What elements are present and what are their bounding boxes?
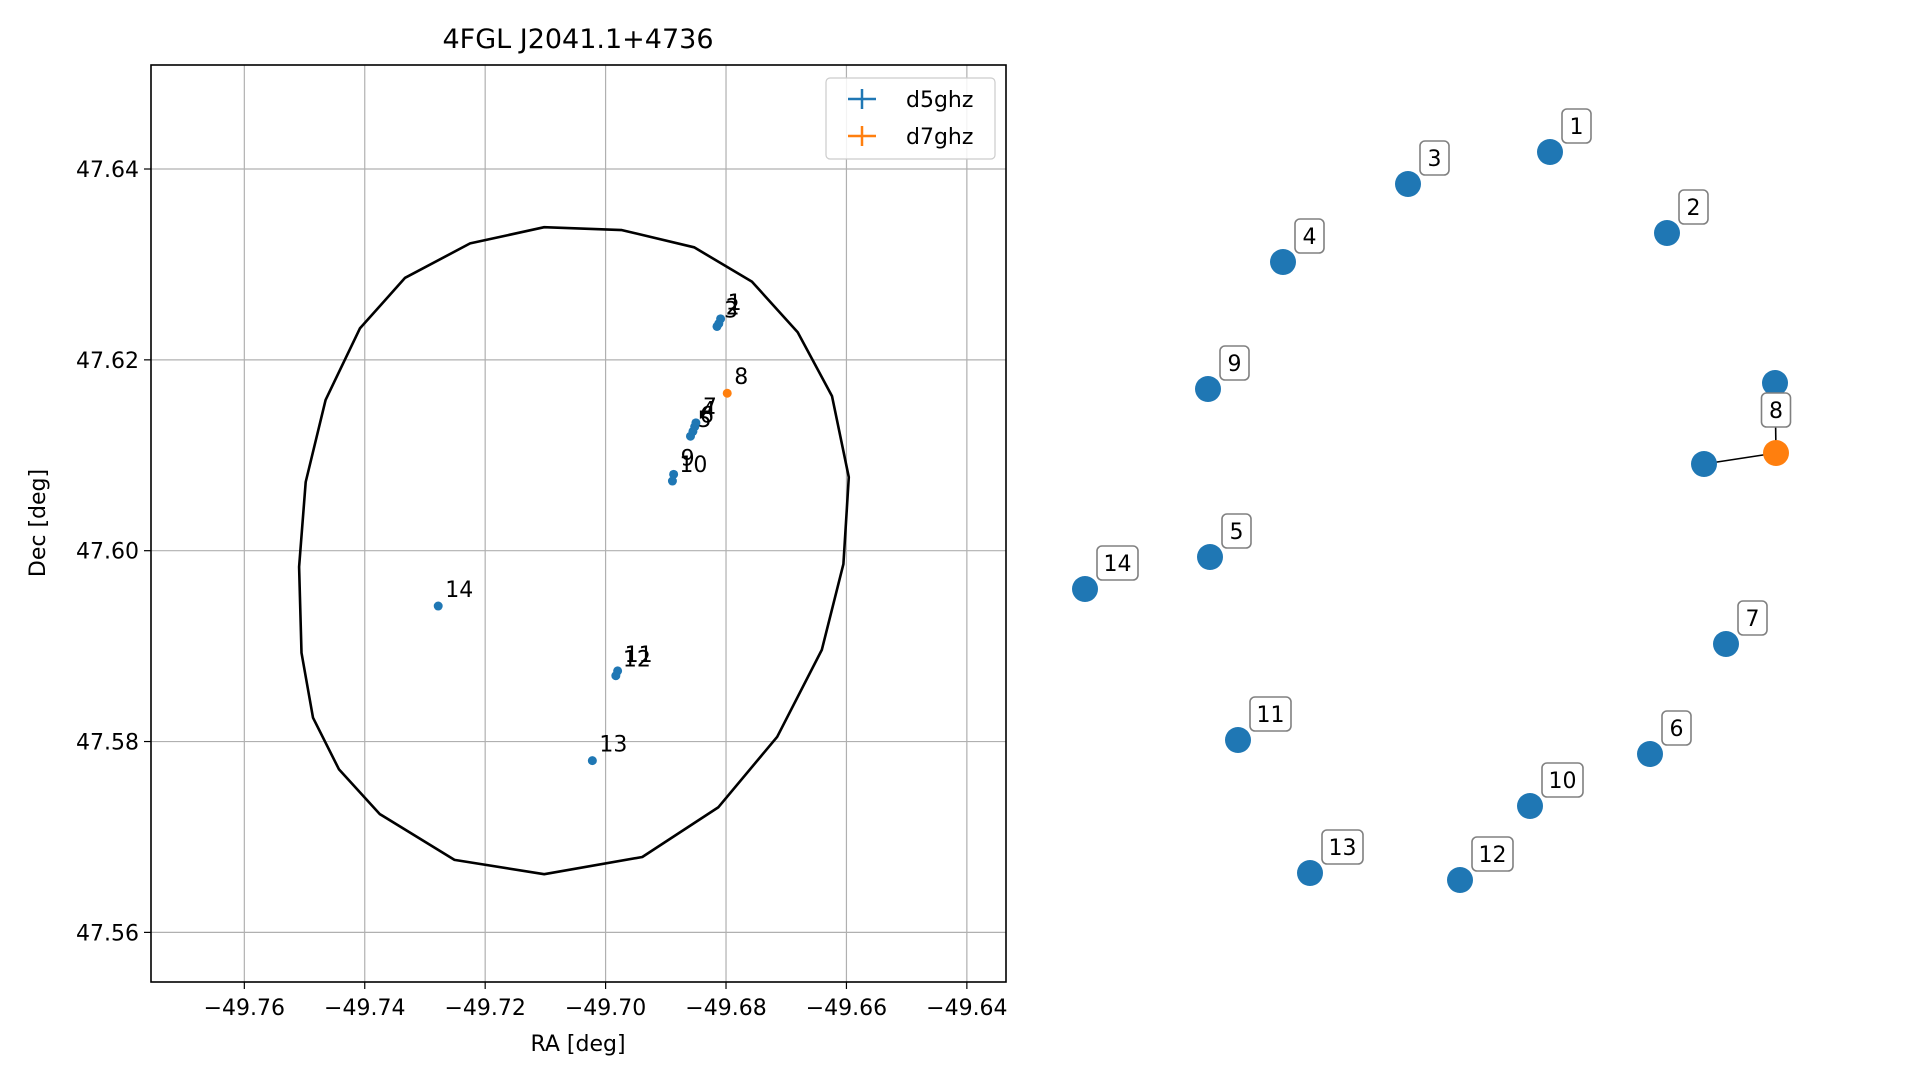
y-tick-label: 47.64 [76,158,139,183]
point-label: 8 [734,365,748,390]
node-label-box [1678,189,1709,225]
y-tick-label: 47.60 [76,540,139,565]
x-tick-label: −49.68 [685,996,766,1021]
network-node [1537,139,1563,165]
point-label: 9 [681,446,695,471]
data-point [587,756,597,766]
network-node [1395,171,1421,197]
x-tick-label: −49.76 [204,996,285,1021]
node-label-box [1321,829,1364,865]
node-label-box [1471,836,1514,872]
x-tick-label: −49.74 [324,996,405,1021]
network-node [1517,793,1543,819]
y-tick-label: 47.58 [76,731,139,756]
node-label: 3 [1428,147,1442,172]
chart-title: 4FGL J2041.1+4736 [442,24,713,55]
network-node [1195,376,1221,402]
legend-label: d5ghz [906,88,973,113]
node-label-box [1249,696,1292,732]
node-label: 6 [1670,717,1684,742]
node-label: 2 [1687,196,1701,221]
point-label: 5 [697,408,711,433]
legend: d5ghz d7ghz [825,77,996,160]
point-label: 13 [599,733,627,758]
point-label: 11 [625,643,653,668]
network-node [1763,440,1789,466]
network-node [1691,451,1717,477]
data-point [611,671,621,681]
point-label: 4 [702,399,716,424]
point-label: 7 [703,395,717,420]
node-label-box [1737,600,1768,636]
node-label-box [1219,345,1250,381]
error-ellipse-layer [297,225,851,876]
network-node [1762,370,1788,396]
node-label-box [1541,762,1584,798]
node-label: 9 [1228,352,1242,377]
legend-label: d7ghz [906,125,973,150]
node-label: 11 [1257,703,1285,728]
point-label: 3 [724,298,738,323]
x-tick-label: −49.66 [806,996,887,1021]
data-point [722,388,732,398]
data-point [688,426,698,436]
data-point [691,418,701,428]
y-tick-label: 47.56 [76,921,139,946]
network-node [1072,576,1098,602]
point-label: 12 [623,648,651,673]
grid-lines [151,65,1006,982]
node-label: 12 [1479,843,1507,868]
data-point [667,476,677,486]
x-tick-label: −49.64 [926,996,1007,1021]
data-point [669,469,679,479]
point-label: 6 [700,403,714,428]
plot-frame [150,64,1007,983]
point-label: 1 [728,291,742,316]
network-node [1713,631,1739,657]
node-label-box [1760,392,1792,428]
network-node [1637,741,1663,767]
node-label: 13 [1329,836,1357,861]
node-label: 14 [1104,552,1132,577]
node-label: 8 [1769,399,1783,424]
point-label: 14 [445,578,473,603]
x-tick-label: −49.70 [565,996,646,1021]
node-label: 7 [1746,607,1760,632]
error-ellipse [297,225,851,876]
y-axis-label: Dec [deg] [26,469,51,577]
network-node [1447,867,1473,893]
network-node [1270,249,1296,275]
node-label: 10 [1549,769,1577,794]
point-label: 2 [726,296,740,321]
node-label: 1 [1570,115,1584,140]
x-axis-label: RA [deg] [530,1032,625,1057]
node-label-box [1561,108,1592,144]
node-label-box [1294,218,1325,254]
network-node [1225,727,1251,753]
node-label-box [1419,140,1450,176]
node-label-box [1096,545,1139,581]
y-tick-label: 47.62 [76,349,139,374]
node-label: 4 [1303,225,1317,250]
x-axis-ticks: −49.76 −49.74 −49.72 −49.70 −49.68 −49.66 −49.… [204,982,1008,1021]
y-axis-ticks: 47.56 47.58 47.60 47.62 47.64 [76,158,151,946]
node-label: 5 [1230,520,1244,545]
node-label-box [1221,513,1252,549]
data-point [433,601,443,611]
network-node [1297,860,1323,886]
network-node [1197,544,1223,570]
network-node [1654,220,1680,246]
node-label-box [1661,710,1692,746]
data-point [712,321,722,331]
x-tick-label: −49.72 [444,996,525,1021]
point-label: 10 [679,453,707,478]
